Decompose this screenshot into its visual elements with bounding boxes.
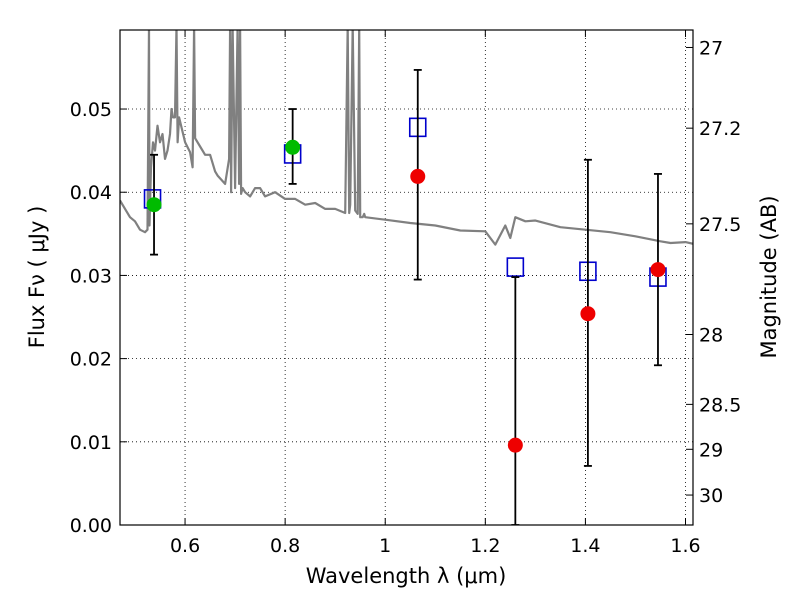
observed-point	[285, 139, 301, 155]
plot-frame	[119, 29, 694, 526]
y-tick-label: 0.05	[70, 99, 112, 121]
x-tick-label: 0.6	[170, 535, 200, 557]
observed-point	[580, 306, 596, 322]
y-right-tick-label: 28.5	[699, 394, 741, 416]
y-right-tick-label: 29	[699, 439, 723, 461]
plot-area	[120, 30, 693, 525]
x-tick-label: 0.8	[270, 535, 300, 557]
grid-lines	[120, 30, 693, 525]
observed-point	[650, 262, 666, 278]
y-right-tick-label: 28	[699, 324, 723, 346]
x-tick-label: 1.2	[470, 535, 500, 557]
y-tick-label: 0.01	[70, 432, 112, 454]
observed-point	[146, 197, 162, 213]
observed-point	[507, 437, 523, 453]
y-tick-label: 0.04	[70, 182, 112, 204]
y-right-tick-label: 27	[699, 37, 723, 59]
y-right-tick-label: 27.2	[699, 118, 741, 140]
x-axis-label: Wavelength λ (μm)	[306, 564, 507, 588]
y-axis-label: Flux Fν ( μJy )	[25, 206, 49, 349]
y-tick-label: 0.03	[70, 265, 112, 287]
y-right-tick-label: 30	[699, 485, 723, 507]
x-tick-label: 1.6	[670, 535, 700, 557]
y-tick-label: 0.00	[70, 515, 112, 537]
axes: 0.6 0.8 1 1.2 1.4 1.6 0.00 0.01 0.02 0.03 0.04 0.05…	[70, 30, 741, 557]
x-tick-label: 1.4	[570, 535, 600, 557]
model-photometry-square	[506, 257, 525, 277]
x-tick-label: 1	[379, 535, 391, 557]
y-axis-right-label: Magnitude (AB)	[757, 195, 781, 358]
observed-point	[410, 168, 426, 184]
model-spectrum-line	[120, 30, 693, 246]
y-right-tick-label: 27.5	[699, 214, 741, 236]
y-tick-label: 0.02	[70, 349, 112, 371]
